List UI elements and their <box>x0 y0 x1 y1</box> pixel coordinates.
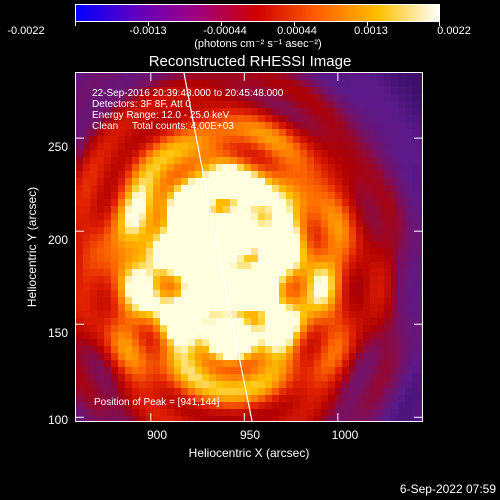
x-tick-label: 1000 <box>331 428 359 442</box>
colorbar-tick <box>294 22 295 26</box>
image-pixels <box>76 73 422 421</box>
y-tick-label: 150 <box>47 326 68 340</box>
y-tick-label: 200 <box>47 233 68 247</box>
colorbar-tick-label: -0.00044 <box>203 25 247 37</box>
plot-title: Reconstructed RHESSI Image <box>148 53 352 70</box>
colorbar-tick-label: -0.0022 <box>7 25 45 37</box>
info-energy-range: Energy Range: 12.0 - 25.0 keV <box>92 110 230 121</box>
info-detectors: Detectors: 3F 8F, Att 0 <box>92 99 191 110</box>
solar-limb-line <box>183 73 253 421</box>
info-time-range: 22-Sep-2016 20:39:48.000 to 20:45:48.000 <box>92 88 284 99</box>
info-clean-counts: Clean Total counts: 4.00E+03 <box>92 121 234 132</box>
colorbar-tick <box>148 22 149 26</box>
colorbar <box>75 4 440 22</box>
colorbar-tick <box>75 22 76 26</box>
x-tick-label: 900 <box>146 428 168 442</box>
colorbar-tick <box>221 22 222 26</box>
x-axis-label: Heliocentric X (arcsec) <box>188 446 310 460</box>
peak-position: Position of Peak = [941,144] <box>94 397 220 408</box>
rhessi-image: 22-Sep-2016 20:39:48.000 to 20:45:48.000… <box>75 72 423 422</box>
colorbar-tick-label: 0.0013 <box>354 25 388 37</box>
colorbar-tick-label: 0.0022 <box>437 25 471 37</box>
y-tick-label: 250 <box>47 140 68 154</box>
colorbar-tick <box>367 22 368 26</box>
colorbar-tick-label: 0.00044 <box>277 25 317 37</box>
axis-ticks <box>76 73 422 421</box>
colorbar-units: (photons cm⁻² s⁻¹ asec⁻²) <box>194 38 322 50</box>
y-axis-label: Heliocentric Y (arcsec) <box>25 186 39 308</box>
x-tick-label: 950 <box>239 428 261 442</box>
colorbar-tick <box>439 22 440 26</box>
timestamp: 6-Sep-2022 07:59 <box>399 482 496 496</box>
y-tick-label: 100 <box>47 413 68 427</box>
colorbar-tick-label: -0.0013 <box>129 25 167 37</box>
image-canvas <box>76 73 422 421</box>
